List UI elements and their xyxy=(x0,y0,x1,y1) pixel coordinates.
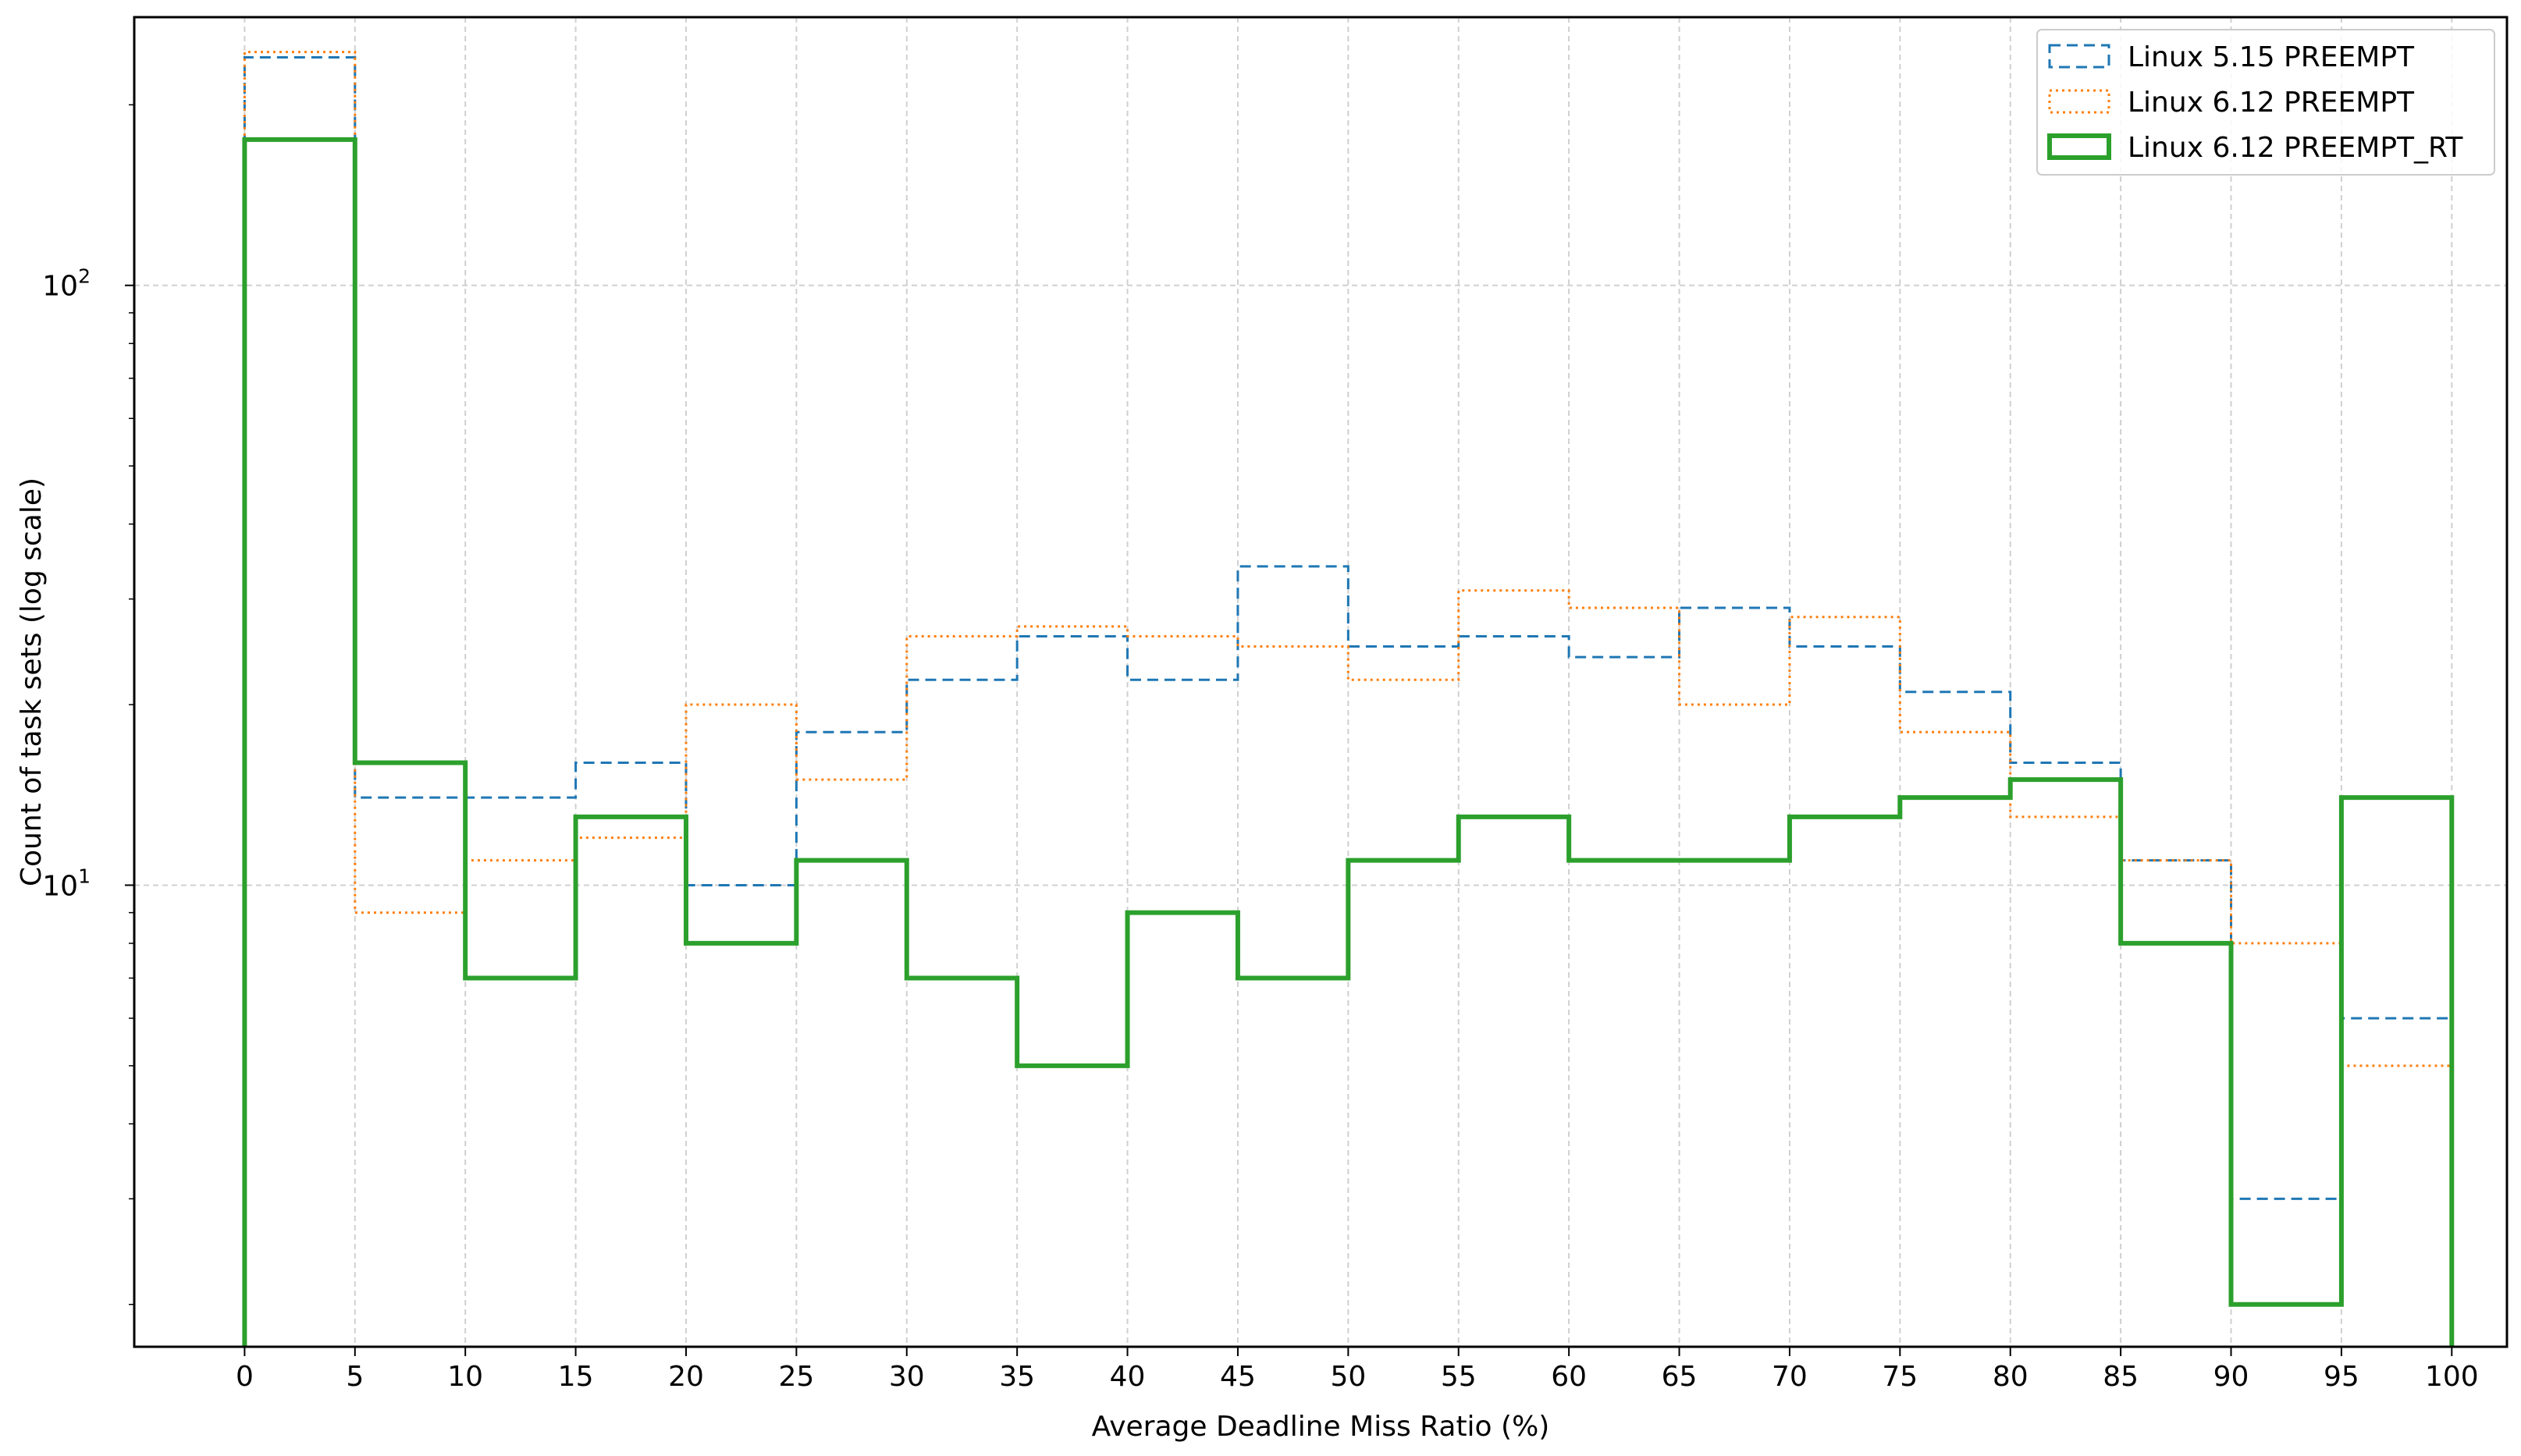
x-tick-label: 45 xyxy=(1220,1361,1256,1393)
y-tick-label: 102 xyxy=(42,265,91,303)
x-tick-label: 80 xyxy=(1993,1361,2029,1393)
y-tick-label: 101 xyxy=(42,865,91,902)
x-tick-label: 95 xyxy=(2324,1361,2359,1393)
x-tick-label: 100 xyxy=(2425,1361,2479,1393)
x-tick-label: 40 xyxy=(1110,1361,1146,1393)
series-line-linux-6-12-preempt-rt xyxy=(242,137,2455,1347)
series-layer xyxy=(242,51,2455,1347)
x-tick-label: 90 xyxy=(2213,1361,2249,1393)
y-axis-label: Count of task sets (log scale) xyxy=(16,478,48,886)
x-tick-label: 60 xyxy=(1551,1361,1587,1393)
x-tick-label: 30 xyxy=(889,1361,925,1393)
x-tick-label: 85 xyxy=(2103,1361,2139,1393)
plot-frame xyxy=(133,16,2509,1348)
x-tick-label: 65 xyxy=(1662,1361,1698,1393)
legend: Linux 5.15 PREEMPT Linux 6.12 PREEMPT Linu… xyxy=(2036,29,2495,176)
x-tick-label: 0 xyxy=(236,1361,254,1393)
legend-swatch xyxy=(2047,133,2111,160)
legend-swatch xyxy=(2048,89,2110,114)
x-tick-label: 25 xyxy=(778,1361,814,1393)
axis-ticks: 0 5 10 15 20 25 30 35 40 45 50 55 60 65 70 75 80 85 90 95 10… xyxy=(42,104,2479,1393)
legend-swatch xyxy=(2048,44,2110,69)
x-tick-label: 5 xyxy=(346,1361,364,1393)
x-tick-label: 10 xyxy=(447,1361,483,1393)
grid xyxy=(134,17,2507,1347)
x-axis-label: Average Deadline Miss Ratio (%) xyxy=(1092,1411,1550,1443)
x-tick-label: 20 xyxy=(668,1361,704,1393)
x-tick-label: 50 xyxy=(1330,1361,1366,1393)
x-tick-label: 70 xyxy=(1772,1361,1808,1393)
legend-label: Linux 6.12 PREEMPT xyxy=(2128,87,2415,119)
x-tick-label: 75 xyxy=(1882,1361,1918,1393)
x-tick-label: 15 xyxy=(558,1361,594,1393)
legend-label: Linux 5.15 PREEMPT xyxy=(2128,41,2415,73)
legend-label: Linux 6.12 PREEMPT_RT xyxy=(2128,132,2463,164)
x-tick-label: 55 xyxy=(1441,1361,1477,1393)
legend-box xyxy=(2036,29,2495,176)
x-tick-label: 35 xyxy=(999,1361,1035,1393)
